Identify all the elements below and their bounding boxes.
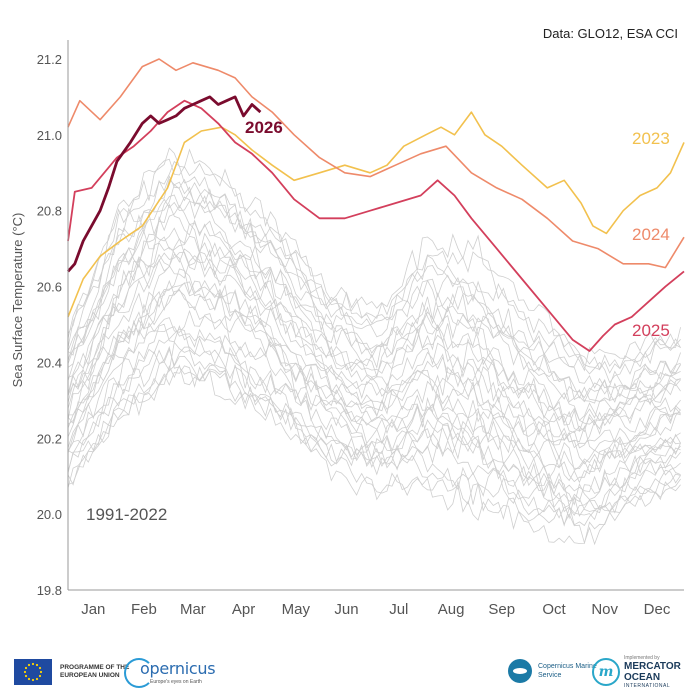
historical-year-line [67, 290, 681, 483]
series-line-2025 [67, 99, 685, 352]
copernicus-tagline: Europe's eyes on Earth [150, 679, 202, 685]
series-label-2024: 2024 [632, 225, 670, 244]
historical-year-line [67, 323, 681, 503]
historical-year-line [67, 194, 681, 403]
eu-logo: PROGRAMME OF THE EUROPEAN UNION [14, 659, 130, 685]
x-tick-label: May [282, 601, 311, 618]
mo-name: MERCATOR OCEAN [624, 661, 681, 683]
y-tick-label: 20.6 [37, 280, 62, 295]
historical-year-line [67, 160, 681, 374]
axes [67, 40, 684, 591]
copernicus-marine-logo: Copernicus Marine Service [508, 659, 600, 683]
y-tick-label: 20.2 [37, 431, 62, 446]
y-tick-label: 21.2 [37, 52, 62, 67]
series-label-2026: 2026 [245, 118, 283, 137]
y-tick-label: 20.4 [37, 355, 62, 370]
copernicus-logo: opernicus [128, 659, 216, 678]
series-line-2023 [67, 111, 685, 318]
copernicus-wordmark: opernicus [140, 659, 216, 678]
historical-year-line [67, 309, 681, 493]
y-tick-label: 20.0 [37, 507, 62, 522]
historical-year-line [67, 175, 681, 384]
x-tick-label: Feb [131, 601, 157, 618]
x-tick-label: Dec [644, 601, 671, 618]
historical-year-line [67, 181, 681, 390]
series-lines [66, 58, 685, 352]
fish-icon [508, 659, 532, 683]
y-tick-label: 19.8 [37, 583, 62, 598]
historical-year-line [67, 198, 681, 404]
x-tick-label: Mar [180, 601, 206, 618]
historical-year-line [67, 222, 681, 422]
x-tick-label: Aug [438, 601, 465, 618]
copernicus-ring-icon [124, 658, 154, 688]
series-label-2023: 2023 [632, 129, 670, 148]
x-tick-labels: Jan Feb Mar Apr May Jun Jul Aug Sep Oct Nov Dec [81, 601, 671, 618]
historical-year-line [67, 346, 681, 527]
data-source-note: Data: GLO12, ESA CCI [542, 26, 678, 41]
eu-flag-icon [14, 659, 52, 685]
historical-year-line [67, 282, 681, 471]
historical-range-label: 1991-2022 [86, 505, 167, 524]
historical-year-line [67, 242, 681, 432]
mo-international: INTERNATIONAL [624, 683, 671, 689]
y-tick-label: 20.8 [37, 204, 62, 219]
historical-year-line [67, 355, 681, 527]
footer-logos: PROGRAMME OF THE EUROPEAN UNION opernicu… [0, 645, 700, 700]
x-tick-label: Jan [81, 601, 105, 618]
historical-year-line [67, 328, 681, 520]
series-line-2026 [66, 95, 262, 273]
cms-text: Copernicus Marine Service [538, 663, 597, 679]
historical-year-line [67, 365, 681, 546]
mercator-ocean-logo: m Implemented by MERCATOR OCEAN INTERNAT… [592, 655, 688, 689]
x-tick-label: Oct [542, 601, 566, 618]
historical-lines [67, 147, 681, 546]
y-tick-labels: 19.8 20.0 20.2 20.4 20.6 20.8 21.0 21.2 [37, 52, 62, 598]
historical-year-line [67, 147, 681, 372]
historical-year-line [67, 237, 681, 433]
mo-implemented-by: Implemented by [624, 655, 660, 661]
historical-year-line [67, 326, 681, 506]
y-axis-title: Sea Surface Temperature (°C) [10, 213, 25, 388]
mercator-m-icon: m [592, 658, 620, 686]
y-tick-label: 21.0 [37, 128, 62, 143]
eu-programme-text: PROGRAMME OF THE EUROPEAN UNION [60, 664, 130, 679]
x-tick-label: Apr [232, 601, 255, 618]
series-line-2024 [67, 58, 685, 269]
x-tick-label: Jul [389, 601, 408, 618]
historical-year-line [67, 341, 681, 514]
historical-year-line [67, 253, 681, 452]
x-tick-label: Sep [488, 601, 515, 618]
x-tick-label: Nov [591, 601, 618, 618]
series-label-2025: 2025 [632, 321, 670, 340]
historical-year-line [67, 279, 681, 484]
historical-year-line [67, 158, 681, 371]
historical-year-line [67, 250, 681, 449]
x-tick-label: Jun [334, 601, 358, 618]
